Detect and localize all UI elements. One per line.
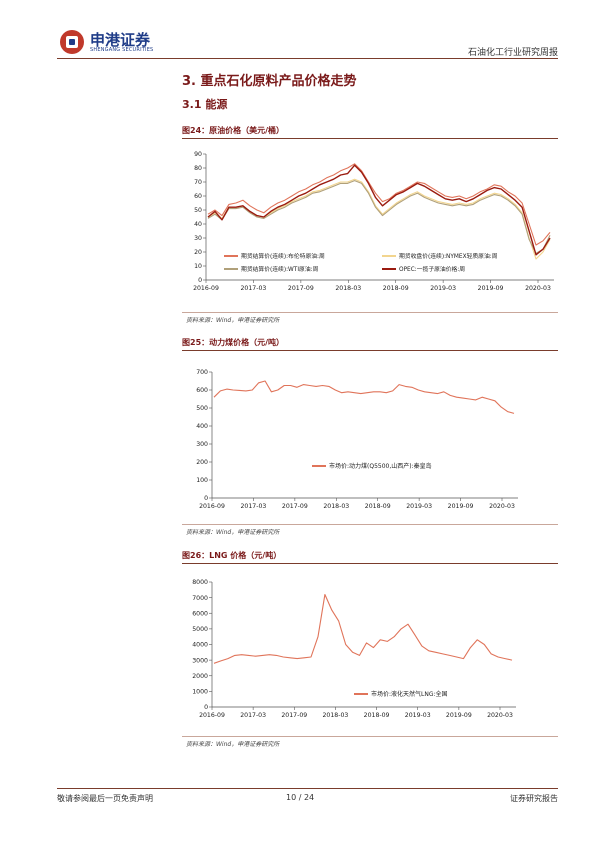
y-tick-label: 1000 xyxy=(192,689,208,696)
figure-top-rule xyxy=(182,138,558,139)
x-tick-label: 2016-09 xyxy=(199,503,225,510)
y-tick-label: 50 xyxy=(194,207,202,214)
y-tick-label: 8000 xyxy=(192,579,208,586)
y-tick-label: 700 xyxy=(196,369,208,376)
x-tick-label: 2016-09 xyxy=(199,712,225,719)
y-tick-label: 6000 xyxy=(192,610,208,617)
x-tick-label: 2016-09 xyxy=(193,285,219,292)
y-tick-label: 90 xyxy=(194,151,202,158)
header-divider xyxy=(57,58,558,59)
y-tick-label: 2000 xyxy=(192,673,208,680)
x-tick-label: 2020-03 xyxy=(489,503,515,510)
report-label: 证券研究报告 xyxy=(510,794,558,803)
figure-source: 资料来源：Wind，申港证券研究所 xyxy=(186,529,280,536)
x-tick-label: 2019-09 xyxy=(478,285,504,292)
logo-emblem-icon xyxy=(60,30,84,54)
x-tick-label: 2018-03 xyxy=(335,285,361,292)
x-tick-label: 2019-03 xyxy=(405,712,431,719)
section-title: 3. 重点石化原料产品价格走势 xyxy=(182,74,357,89)
logo-en-text: SHENGANG SECURITIES xyxy=(90,47,154,53)
series-line xyxy=(213,380,515,414)
x-tick-label: 2017-03 xyxy=(240,503,266,510)
x-tick-label: 2019-09 xyxy=(448,503,474,510)
y-tick-label: 200 xyxy=(196,459,208,466)
x-tick-label: 2019-03 xyxy=(406,503,432,510)
y-tick-label: 0 xyxy=(198,277,202,284)
disclaimer-note: 敬请参阅最后一页免责声明 xyxy=(57,794,153,803)
figure-bottom-rule xyxy=(182,736,558,737)
series-line xyxy=(207,163,551,246)
y-tick-label: 100 xyxy=(196,477,208,484)
y-tick-label: 60 xyxy=(194,193,202,200)
figure-bottom-rule xyxy=(182,312,558,313)
legend-label: 市场价:液化天然气LNG:全国 xyxy=(371,690,448,698)
series-line xyxy=(213,593,513,664)
subsection-title: 3.1 能源 xyxy=(182,98,228,111)
y-tick-label: 4000 xyxy=(192,642,208,649)
y-tick-label: 500 xyxy=(196,405,208,412)
series-line xyxy=(207,180,551,254)
x-tick-label: 2018-03 xyxy=(323,503,349,510)
legend-label: 期货结算价(连续):布伦特原油:周 xyxy=(241,252,325,260)
legend-label: 市场价:动力煤(Q5500,山西产):秦皇岛 xyxy=(329,462,432,470)
x-tick-label: 2017-09 xyxy=(281,712,307,719)
x-tick-label: 2020-03 xyxy=(525,285,551,292)
figure-source: 资料来源：Wind，申港证券研究所 xyxy=(186,317,280,324)
legend-label: 期货结算价(连续):WTI原油:周 xyxy=(241,265,319,273)
logo-cn-text: 申港证券 xyxy=(90,31,151,49)
x-tick-label: 2020-03 xyxy=(487,712,513,719)
y-tick-label: 600 xyxy=(196,387,208,394)
y-tick-label: 400 xyxy=(196,423,208,430)
figure-source: 资料来源：Wind，申港证券研究所 xyxy=(186,741,280,748)
y-tick-label: 300 xyxy=(196,441,208,448)
x-tick-label: 2017-03 xyxy=(240,285,266,292)
figure-title: 图25：动力煤价格（元/吨） xyxy=(182,338,285,347)
y-tick-label: 0 xyxy=(204,495,208,502)
y-tick-label: 3000 xyxy=(192,657,208,664)
x-tick-label: 2019-03 xyxy=(430,285,456,292)
y-tick-label: 40 xyxy=(194,221,202,228)
x-tick-label: 2018-09 xyxy=(364,712,390,719)
y-tick-label: 20 xyxy=(194,249,202,256)
y-tick-label: 30 xyxy=(194,235,202,242)
lng-price-chart: 0 1000 2000 3000 4000 5000 6000 7000 8000 2016-09… xyxy=(192,579,516,719)
legend-label: 期货收盘价(连续):NYMEX轻质原油:周 xyxy=(399,252,498,260)
y-tick-label: 0 xyxy=(204,704,208,711)
figure-top-rule xyxy=(182,563,558,564)
figure-top-rule xyxy=(182,350,558,351)
series-line xyxy=(207,164,551,256)
x-tick-label: 2017-03 xyxy=(240,712,266,719)
legend-label: OPEC:一揽子原油价格:周 xyxy=(399,265,465,273)
x-tick-label: 2017-09 xyxy=(288,285,314,292)
y-tick-label: 80 xyxy=(194,165,202,172)
page-number: 10 / 24 xyxy=(286,793,315,802)
report-type: 石油化工行业研究周报 xyxy=(467,48,558,58)
crude-oil-price-chart: 0 10 20 30 40 50 60 70 80 90 2016-09 2017-03 2017-09… xyxy=(193,151,554,292)
y-tick-label: 7000 xyxy=(192,595,208,602)
x-tick-label: 2018-09 xyxy=(383,285,409,292)
figure-title: 图24：原油价格（美元/桶） xyxy=(182,126,285,135)
footer-divider xyxy=(57,788,558,789)
x-tick-label: 2018-09 xyxy=(365,503,391,510)
company-logo: 申港证券 SHENGANG SECURITIES xyxy=(60,30,170,56)
y-tick-label: 10 xyxy=(194,263,202,270)
thermal-coal-price-chart: 0 100 200 300 400 500 600 700 2016-09 2017-03 2017… xyxy=(196,369,518,510)
figure-bottom-rule xyxy=(182,524,558,525)
series-line xyxy=(207,178,551,260)
y-tick-label: 70 xyxy=(194,179,202,186)
y-tick-label: 5000 xyxy=(192,626,208,633)
figure-title: 图26：LNG 价格（元/吨） xyxy=(182,551,282,560)
x-tick-label: 2019-09 xyxy=(446,712,472,719)
x-tick-label: 2017-09 xyxy=(282,503,308,510)
x-tick-label: 2018-03 xyxy=(322,712,348,719)
